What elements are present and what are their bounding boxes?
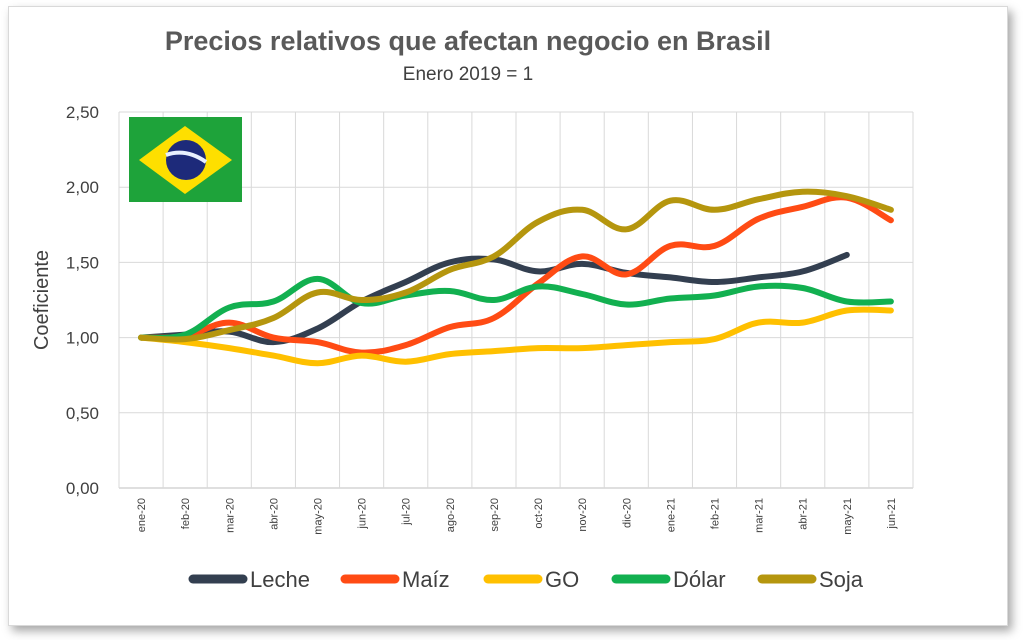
y-axis-ticks: 0,00 0,50 1,00 1,50 2,00 2,50 (66, 103, 99, 498)
chart-frame (8, 6, 1008, 626)
legend-label: Leche (250, 567, 310, 592)
series-line-dólar (138, 275, 894, 341)
legend-label: Maíz (402, 567, 450, 592)
x-tick-label: dic-20 (621, 498, 633, 528)
y-tick-label: 0,00 (66, 479, 99, 498)
x-tick-label: feb-20 (180, 498, 192, 529)
x-tick-label: oct-20 (533, 498, 545, 529)
y-tick-label: 2,00 (66, 178, 99, 197)
legend-label: Dólar (673, 567, 726, 592)
chart-subtitle: Enero 2019 = 1 (402, 64, 534, 85)
series-line-maíz (138, 194, 894, 356)
legend-label: Soja (819, 567, 864, 592)
x-tick-label: ene-21 (665, 498, 677, 532)
x-tick-label: nov-20 (577, 498, 589, 532)
x-tick-label: jun-21 (886, 498, 898, 530)
x-tick-label: ago-20 (445, 498, 457, 532)
y-tick-label: 0,50 (66, 404, 99, 423)
x-tick-label: sep-20 (489, 498, 501, 532)
chart-title: Precios relativos que afectan negocio en… (164, 26, 772, 56)
x-axis-ticks: ene-20 feb-20 mar-20 abr-20 may-20 jun-20 jul-… (136, 498, 898, 535)
x-tick-label: jun-20 (357, 498, 369, 530)
y-tick-label: 1,50 (66, 253, 99, 272)
x-tick-label: jul-20 (401, 498, 413, 526)
legend-label: GO (545, 567, 579, 592)
legend: Leche Maíz GO Dólar Soja (188, 567, 864, 592)
flag-band (165, 150, 208, 164)
x-tick-label: mar-20 (224, 498, 236, 533)
x-tick-label: feb-21 (710, 498, 722, 529)
x-tick-label: abr-20 (268, 498, 280, 530)
x-tick-label: abr-21 (798, 498, 810, 530)
series-lines (138, 188, 894, 367)
x-tick-label: ene-20 (136, 498, 148, 532)
x-tick-label: mar-21 (754, 498, 766, 533)
series-line-go (138, 306, 894, 367)
flag-globe (166, 140, 206, 180)
brazil-flag (129, 117, 242, 202)
y-tick-label: 2,50 (66, 103, 99, 122)
series-line-soja (138, 188, 894, 343)
y-tick-label: 1,00 (66, 329, 99, 348)
y-axis-label: Coeficiente (31, 250, 53, 350)
x-tick-label: may-20 (313, 498, 325, 535)
x-tick-label: may-21 (842, 498, 854, 535)
